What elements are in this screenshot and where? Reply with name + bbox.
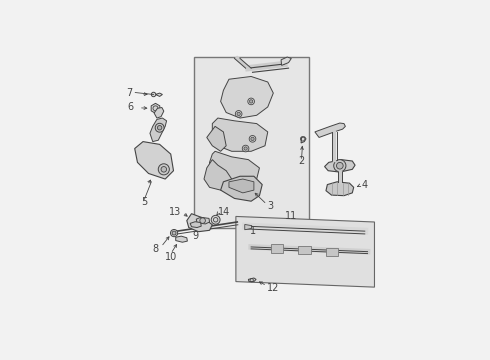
Circle shape xyxy=(155,123,164,132)
Text: 9: 9 xyxy=(193,231,199,242)
Text: 7: 7 xyxy=(126,87,133,98)
Polygon shape xyxy=(220,176,262,201)
Text: 4: 4 xyxy=(362,180,368,190)
Text: 1: 1 xyxy=(250,226,256,236)
Circle shape xyxy=(251,137,254,140)
Polygon shape xyxy=(326,248,339,256)
Polygon shape xyxy=(196,217,210,224)
Text: 10: 10 xyxy=(165,252,177,262)
Text: 8: 8 xyxy=(152,244,158,254)
Circle shape xyxy=(337,162,343,169)
Polygon shape xyxy=(135,141,173,179)
Polygon shape xyxy=(176,236,187,242)
Polygon shape xyxy=(154,108,164,118)
Circle shape xyxy=(211,215,220,224)
Polygon shape xyxy=(150,118,167,141)
Circle shape xyxy=(334,159,346,172)
Polygon shape xyxy=(324,159,355,172)
Polygon shape xyxy=(326,182,354,195)
Polygon shape xyxy=(281,57,292,66)
Polygon shape xyxy=(210,151,259,185)
Text: 6: 6 xyxy=(127,102,134,112)
Text: 5: 5 xyxy=(141,197,147,207)
Polygon shape xyxy=(270,244,283,253)
Circle shape xyxy=(249,100,253,103)
Text: 14: 14 xyxy=(218,207,230,217)
Polygon shape xyxy=(204,159,232,190)
Circle shape xyxy=(242,145,249,152)
Text: 12: 12 xyxy=(267,283,280,293)
Circle shape xyxy=(249,135,256,142)
Polygon shape xyxy=(301,137,306,143)
Polygon shape xyxy=(151,103,160,113)
Polygon shape xyxy=(248,278,256,282)
Circle shape xyxy=(237,112,240,116)
Text: 11: 11 xyxy=(285,211,297,221)
Polygon shape xyxy=(245,225,252,230)
Polygon shape xyxy=(229,179,254,193)
Text: 13: 13 xyxy=(169,207,181,217)
Polygon shape xyxy=(298,246,311,255)
Polygon shape xyxy=(236,216,374,287)
Polygon shape xyxy=(212,118,268,151)
Circle shape xyxy=(171,229,178,237)
Polygon shape xyxy=(187,214,212,232)
Polygon shape xyxy=(315,123,345,138)
Circle shape xyxy=(151,92,156,97)
Polygon shape xyxy=(207,126,226,151)
Circle shape xyxy=(244,147,247,150)
Circle shape xyxy=(248,98,254,105)
Circle shape xyxy=(161,167,167,172)
Circle shape xyxy=(235,111,242,117)
Bar xyxy=(195,57,309,228)
Circle shape xyxy=(158,164,170,175)
Polygon shape xyxy=(155,93,162,96)
Text: 3: 3 xyxy=(267,201,273,211)
Polygon shape xyxy=(220,76,273,118)
Circle shape xyxy=(200,218,205,223)
Polygon shape xyxy=(190,222,201,228)
Circle shape xyxy=(157,126,162,130)
Circle shape xyxy=(172,231,176,235)
Text: 2: 2 xyxy=(298,156,305,166)
